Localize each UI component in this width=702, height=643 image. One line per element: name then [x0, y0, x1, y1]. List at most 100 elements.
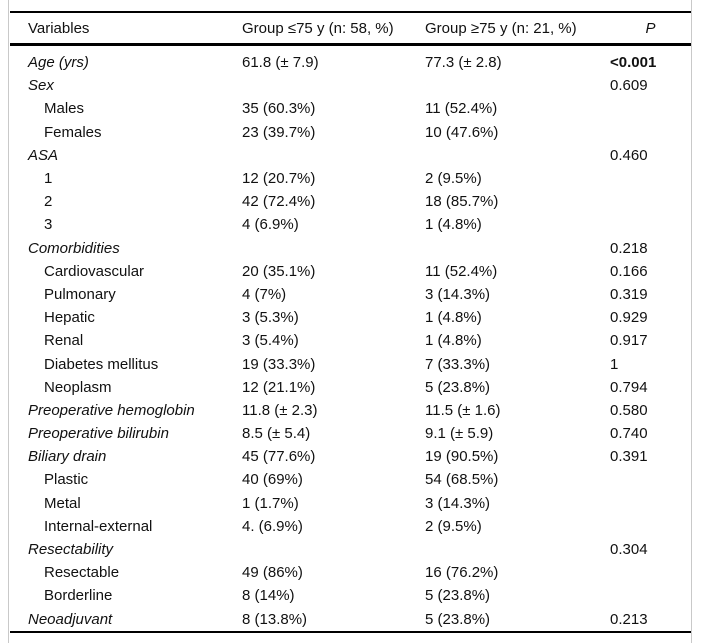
cell-group-le75-value: 40 (69%)	[242, 471, 303, 489]
cell-group-ge75-value: 1 (4.8%)	[425, 309, 482, 327]
cell-group-ge75-value: 9.1 (± 5.9)	[425, 425, 494, 443]
table-row-12: Renal 3 (5.4%) 1 (4.8%) 0.917	[10, 329, 691, 352]
cell-variable-label: Diabetes mellitus	[44, 355, 159, 373]
cell-variable-label: Pulmonary	[44, 285, 116, 303]
cell-group-le75-value: 45 (77.6%)	[242, 448, 316, 466]
table-row-1: Sex 0.609	[10, 74, 691, 97]
table-row-6: 2 42 (72.4%) 18 (85.7%)	[10, 190, 691, 213]
cell-p-value: 0.166	[610, 262, 648, 280]
cell-p-value: 0.391	[610, 448, 648, 466]
cell-p-value: 0.609	[610, 77, 648, 95]
cell-variable-label: Preoperative hemoglobin	[28, 401, 195, 419]
table-row-0: Age (yrs) 61.8 (± 7.9) 77.3 (± 2.8) <0.0…	[10, 51, 691, 74]
cell-group-le75-value: 61.8 (± 7.9)	[242, 54, 319, 72]
table-row-19: Metal 1 (1.7%) 3 (14.3%)	[10, 492, 691, 515]
cell-group-ge75-value: 19 (90.5%)	[425, 448, 499, 466]
table-row-14: Neoplasm 12 (21.1%) 5 (23.8%) 0.794	[10, 376, 691, 399]
cell-variable-label: 2	[44, 193, 53, 211]
cell-p-value: 0.794	[610, 378, 648, 396]
cell-group-ge75-value: 11.5 (± 1.6)	[425, 401, 501, 419]
cell-variable-label: Resectability	[28, 541, 114, 559]
table-row-20: Internal-external 4. (6.9%) 2 (9.5%)	[10, 515, 691, 538]
column-header-group-ge75: Group ≥75 y (n: 21, %)	[425, 19, 577, 37]
cell-group-le75-value: 35 (60.3%)	[242, 100, 316, 118]
cell-group-le75-value: 12 (20.7%)	[242, 170, 316, 188]
cell-p-value: 0.213	[610, 610, 648, 628]
cell-group-ge75-value: 1 (4.8%)	[425, 332, 482, 350]
table-row-16: Preoperative bilirubin 8.5 (± 5.4) 9.1 (…	[10, 422, 691, 445]
table-row-3: Females 23 (39.7%) 10 (47.6%)	[10, 121, 691, 144]
cell-group-le75-value: 11.8 (± 2.3)	[242, 401, 318, 419]
cell-p-value: 0.218	[610, 239, 648, 257]
cell-group-ge75-value: 5 (23.8%)	[425, 378, 491, 396]
cell-group-le75-value: 3 (5.3%)	[242, 309, 299, 327]
cell-variable-label: Metal	[44, 494, 81, 512]
cell-variable-label: Resectable	[44, 564, 120, 582]
cell-p-value: 0.460	[610, 146, 648, 164]
cell-group-ge75-value: 18 (85.7%)	[425, 193, 499, 211]
table-row-7: 3 4 (6.9%) 1 (4.8%)	[10, 213, 691, 236]
table-row-11: Hepatic 3 (5.3%) 1 (4.8%) 0.929	[10, 306, 691, 329]
column-header-group-le75: Group ≤75 y (n: 58, %)	[242, 19, 394, 37]
cell-group-le75-value: 4. (6.9%)	[242, 517, 303, 535]
cell-p-value: 0.319	[610, 285, 648, 303]
cell-group-ge75-value: 11 (52.4%)	[425, 262, 498, 280]
cell-group-ge75-value: 54 (68.5%)	[425, 471, 499, 489]
cell-group-le75-value: 42 (72.4%)	[242, 193, 316, 211]
cell-variable-label: Preoperative bilirubin	[28, 425, 169, 443]
cell-variable-label: Internal-external	[44, 517, 153, 535]
cell-variable-label: Biliary drain	[28, 448, 107, 466]
table-row-18: Plastic 40 (69%) 54 (68.5%)	[10, 468, 691, 491]
table-row-2: Males 35 (60.3%) 11 (52.4%)	[10, 97, 691, 120]
baseline-characteristics-table: Variables Group ≤75 y (n: 58, %) Group ≥…	[10, 11, 691, 633]
table-row-10: Pulmonary 4 (7%) 3 (14.3%) 0.319	[10, 283, 691, 306]
table-row-24: Neoadjuvant 8 (13.8%) 5 (23.8%) 0.213	[10, 608, 691, 631]
table-row-21: Resectability 0.304	[10, 538, 691, 561]
cell-p-value: 0.740	[610, 425, 648, 443]
cell-variable-label: Age (yrs)	[28, 54, 89, 72]
cell-p-value: 0.304	[610, 541, 648, 559]
cell-variable-label: Neoadjuvant	[28, 610, 113, 628]
cell-group-le75-value: 49 (86%)	[242, 564, 303, 582]
table-row-5: 1 12 (20.7%) 2 (9.5%)	[10, 167, 691, 190]
cell-variable-label: Borderline	[44, 587, 113, 605]
cell-variable-label: Hepatic	[44, 309, 95, 327]
cell-variable-label: Males	[44, 100, 85, 118]
table-row-9: Cardiovascular 20 (35.1%) 11 (52.4%) 0.1…	[10, 260, 691, 283]
cell-group-ge75-value: 7 (33.3%)	[425, 355, 491, 373]
cell-variable-label: Sex	[28, 77, 54, 95]
table-row-17: Biliary drain 45 (77.6%) 19 (90.5%) 0.39…	[10, 445, 691, 468]
cell-group-le75-value: 8.5 (± 5.4)	[242, 425, 311, 443]
cell-group-le75-value: 12 (21.1%)	[242, 378, 316, 396]
cell-p-value: 1	[610, 355, 619, 373]
table-row-13: Diabetes mellitus 19 (33.3%) 7 (33.3%) 1	[10, 352, 691, 375]
cell-variable-label: 3	[44, 216, 53, 234]
cell-group-le75-value: 20 (35.1%)	[242, 262, 316, 280]
cell-group-ge75-value: 10 (47.6%)	[425, 123, 499, 141]
cell-variable-label: Plastic	[44, 471, 89, 489]
table-row-22: Resectable 49 (86%) 16 (76.2%)	[10, 561, 691, 584]
cell-group-ge75-value: 77.3 (± 2.8)	[425, 54, 502, 72]
cell-variable-label: Renal	[44, 332, 84, 350]
cell-group-le75-value: 23 (39.7%)	[242, 123, 316, 141]
cell-group-ge75-value: 3 (14.3%)	[425, 494, 491, 512]
cell-variable-label: ASA	[28, 146, 59, 164]
cell-group-le75-value: 8 (14%)	[242, 587, 295, 605]
cell-p-value: <0.001	[610, 54, 657, 72]
cell-group-le75-value: 8 (13.8%)	[242, 610, 308, 628]
cell-group-ge75-value: 16 (76.2%)	[425, 564, 499, 582]
cell-variable-label: Females	[44, 123, 102, 141]
cell-group-le75-value: 3 (5.4%)	[242, 332, 299, 350]
cell-variable-label: Comorbidities	[28, 239, 120, 257]
cell-group-ge75-value: 5 (23.8%)	[425, 587, 491, 605]
cell-group-ge75-value: 1 (4.8%)	[425, 216, 482, 234]
cell-p-value: 0.917	[610, 332, 648, 350]
column-header-p-value: P	[645, 19, 656, 37]
cell-group-ge75-value: 5 (23.8%)	[425, 610, 491, 628]
cell-variable-label: 1	[44, 170, 53, 188]
cell-variable-label: Cardiovascular	[44, 262, 145, 280]
cell-group-ge75-value: 3 (14.3%)	[425, 285, 491, 303]
cell-group-ge75-value: 2 (9.5%)	[425, 517, 482, 535]
cell-group-le75-value: 4 (6.9%)	[242, 216, 299, 234]
table-row-23: Borderline 8 (14%) 5 (23.8%)	[10, 584, 691, 607]
